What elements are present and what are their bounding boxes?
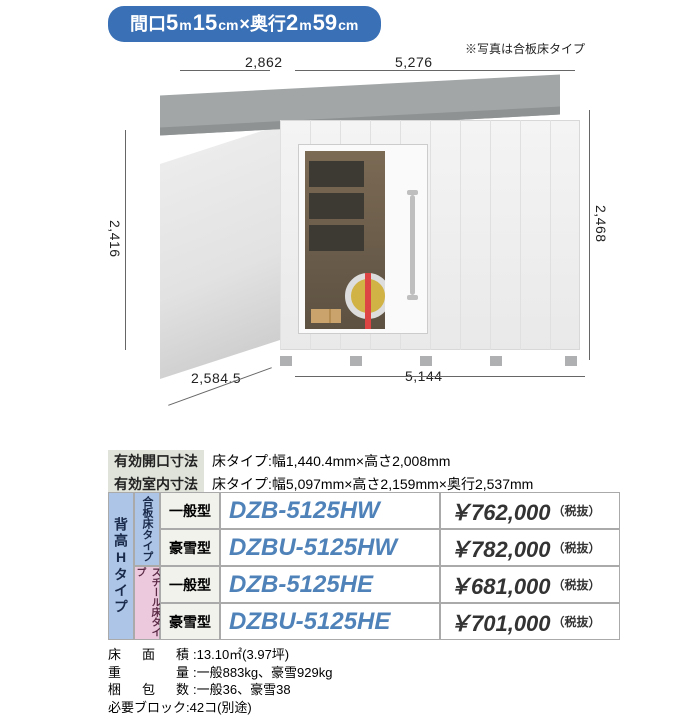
model-0: DZB-5125HW xyxy=(220,492,440,529)
dim-height-left: 2,416 xyxy=(107,220,123,258)
unit-m: m xyxy=(179,17,191,33)
times: × xyxy=(239,14,250,34)
model-2: DZB-5125HE xyxy=(220,566,440,603)
pack-label: 梱 包 数 xyxy=(108,682,193,697)
label-frontage: 間口 xyxy=(130,14,166,34)
photo-note: ※写真は合板床タイプ xyxy=(465,40,585,57)
price-1: ￥782,000（税抜） xyxy=(440,529,620,566)
band-height-type: 背高Hタイプ xyxy=(108,492,134,640)
dim-base-depth: 2,584.5 xyxy=(191,370,241,386)
footer-specs: 床 面 積:13.10㎡(3.97坪) 重 量:一般883kg、豪雪929kg … xyxy=(108,646,332,716)
product-diagram: 2,862 5,276 2,416 2,468 2,584.5 5,144 xyxy=(95,60,610,380)
price-table: 背高Hタイプ 合板床タイプ 一般型 豪雪型 DZB-5125HW DZBU-51… xyxy=(108,492,620,640)
band-plywood: 合板床タイプ xyxy=(134,492,160,566)
spec-block: 有効開口寸法 床タイプ:幅1,440.4mm×高さ2,008mm 有効室内寸法 … xyxy=(108,450,598,496)
door-interior xyxy=(305,151,385,329)
type-snow-1: 豪雪型 xyxy=(160,529,220,566)
area-label: 床 面 積 xyxy=(108,647,193,662)
dim-roof-width: 5,276 xyxy=(395,54,433,70)
frontage-cm: 15 xyxy=(193,10,217,35)
header-dimensions-pill: 間口5m15cm×奥行2m59cm xyxy=(108,6,381,42)
unit-cm: cm xyxy=(218,17,238,33)
spec-opening-label: 有効開口寸法 xyxy=(108,450,204,473)
block-value: 42コ(別途) xyxy=(190,700,252,715)
pack-value: 一般36、豪雪38 xyxy=(197,682,291,697)
area-value: 13.10㎡(3.97坪) xyxy=(197,647,290,662)
type-general-2: 一般型 xyxy=(160,566,220,603)
weight-value: 一般883kg、豪雪929kg xyxy=(197,665,333,680)
shed-door xyxy=(298,144,428,334)
type-snow-2: 豪雪型 xyxy=(160,603,220,640)
price-3: ￥701,000（税抜） xyxy=(440,603,620,640)
door-handle xyxy=(410,195,415,295)
frontage-m: 5 xyxy=(166,10,178,35)
price-2: ￥681,000（税抜） xyxy=(440,566,620,603)
dim-height-right: 2,468 xyxy=(593,205,609,243)
label-depth: 奥行 xyxy=(250,14,286,34)
model-1: DZBU-5125HW xyxy=(220,529,440,566)
band-steel: スチール床タイプ xyxy=(134,566,160,640)
depth-cm: 59 xyxy=(313,10,337,35)
dim-roof-depth: 2,862 xyxy=(245,54,283,70)
price-0: ￥762,000（税抜） xyxy=(440,492,620,529)
shed-front xyxy=(280,120,580,350)
model-3: DZBU-5125HE xyxy=(220,603,440,640)
shed-side-panel xyxy=(160,125,280,379)
block-label: 必要ブロック xyxy=(108,700,186,715)
weight-label: 重 量 xyxy=(108,665,193,680)
bike-icon xyxy=(345,273,385,319)
depth-m: 2 xyxy=(286,10,298,35)
spec-opening-value: 床タイプ:幅1,440.4mm×高さ2,008mm xyxy=(204,450,458,473)
type-general-1: 一般型 xyxy=(160,492,220,529)
